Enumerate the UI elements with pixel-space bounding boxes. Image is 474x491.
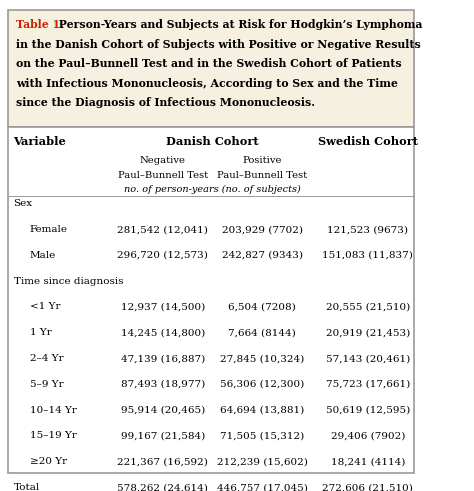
Text: 1 Yr: 1 Yr — [29, 328, 51, 337]
Text: on the Paul–Bunnell Test and in the Swedish Cohort of Patients: on the Paul–Bunnell Test and in the Swed… — [16, 58, 401, 69]
Text: 7,664 (8144): 7,664 (8144) — [228, 328, 296, 337]
Text: 64,694 (13,881): 64,694 (13,881) — [220, 406, 304, 415]
Text: ≥20 Yr: ≥20 Yr — [29, 457, 67, 466]
Text: 50,619 (12,595): 50,619 (12,595) — [326, 406, 410, 415]
Text: 27,845 (10,324): 27,845 (10,324) — [220, 354, 304, 363]
Text: 99,167 (21,584): 99,167 (21,584) — [120, 432, 205, 440]
Bar — [9, 127, 414, 473]
Text: 151,083 (11,837): 151,083 (11,837) — [322, 251, 413, 260]
Text: 121,523 (9673): 121,523 (9673) — [327, 225, 408, 234]
Text: 29,406 (7902): 29,406 (7902) — [330, 432, 405, 440]
Text: 242,827 (9343): 242,827 (9343) — [221, 251, 302, 260]
Text: Positive: Positive — [242, 156, 282, 165]
Text: 87,493 (18,977): 87,493 (18,977) — [120, 380, 205, 389]
Text: 5–9 Yr: 5–9 Yr — [29, 380, 63, 389]
Text: 47,139 (16,887): 47,139 (16,887) — [120, 354, 205, 363]
Text: 272,606 (21,510): 272,606 (21,510) — [322, 483, 413, 491]
Text: 75,723 (17,661): 75,723 (17,661) — [326, 380, 410, 389]
Text: 20,555 (21,510): 20,555 (21,510) — [326, 302, 410, 311]
Text: 20,919 (21,453): 20,919 (21,453) — [326, 328, 410, 337]
Text: Male: Male — [29, 251, 56, 260]
Text: 296,720 (12,573): 296,720 (12,573) — [117, 251, 208, 260]
Text: 15–19 Yr: 15–19 Yr — [29, 432, 76, 440]
Text: Variable: Variable — [14, 136, 66, 147]
Text: Time since diagnosis: Time since diagnosis — [14, 276, 123, 286]
Text: Negative: Negative — [140, 156, 186, 165]
Text: with Infectious Mononucleosis, According to Sex and the Time: with Infectious Mononucleosis, According… — [16, 78, 398, 89]
Text: Swedish Cohort: Swedish Cohort — [318, 136, 418, 147]
Text: in the Danish Cohort of Subjects with Positive or Negative Results: in the Danish Cohort of Subjects with Po… — [16, 39, 421, 50]
Bar — [9, 351, 413, 375]
Text: <1 Yr: <1 Yr — [29, 302, 60, 311]
Text: 95,914 (20,465): 95,914 (20,465) — [120, 406, 205, 415]
Text: 221,367 (16,592): 221,367 (16,592) — [117, 457, 208, 466]
Text: Total: Total — [14, 483, 40, 491]
Text: 212,239 (15,602): 212,239 (15,602) — [217, 457, 308, 466]
Text: 203,929 (7702): 203,929 (7702) — [221, 225, 302, 234]
Text: 18,241 (4114): 18,241 (4114) — [330, 457, 405, 466]
Text: 6,504 (7208): 6,504 (7208) — [228, 302, 296, 311]
Text: 57,143 (20,461): 57,143 (20,461) — [326, 354, 410, 363]
Text: 578,262 (24,614): 578,262 (24,614) — [117, 483, 208, 491]
Text: 281,542 (12,041): 281,542 (12,041) — [117, 225, 208, 234]
Bar — [9, 9, 414, 127]
Text: Paul–Bunnell Test: Paul–Bunnell Test — [118, 170, 208, 180]
Text: Paul–Bunnell Test: Paul–Bunnell Test — [217, 170, 307, 180]
Text: Female: Female — [29, 225, 68, 234]
Text: 2–4 Yr: 2–4 Yr — [29, 354, 63, 363]
Text: 10–14 Yr: 10–14 Yr — [29, 406, 76, 415]
Text: 446,757 (17,045): 446,757 (17,045) — [217, 483, 308, 491]
Text: no. of person-years (no. of subjects): no. of person-years (no. of subjects) — [124, 185, 301, 194]
Text: 71,505 (15,312): 71,505 (15,312) — [220, 432, 304, 440]
Text: 14,245 (14,800): 14,245 (14,800) — [120, 328, 205, 337]
Text: Danish Cohort: Danish Cohort — [166, 136, 259, 147]
Text: since the Diagnosis of Infectious Mononucleosis.: since the Diagnosis of Infectious Mononu… — [16, 98, 315, 109]
Text: Person-Years and Subjects at Risk for Hodgkin’s Lymphoma: Person-Years and Subjects at Risk for Ho… — [55, 19, 422, 30]
Text: 56,306 (12,300): 56,306 (12,300) — [220, 380, 304, 389]
Text: Sex: Sex — [14, 199, 33, 208]
Text: 12,937 (14,500): 12,937 (14,500) — [120, 302, 205, 311]
Text: Table 1.: Table 1. — [16, 19, 64, 30]
